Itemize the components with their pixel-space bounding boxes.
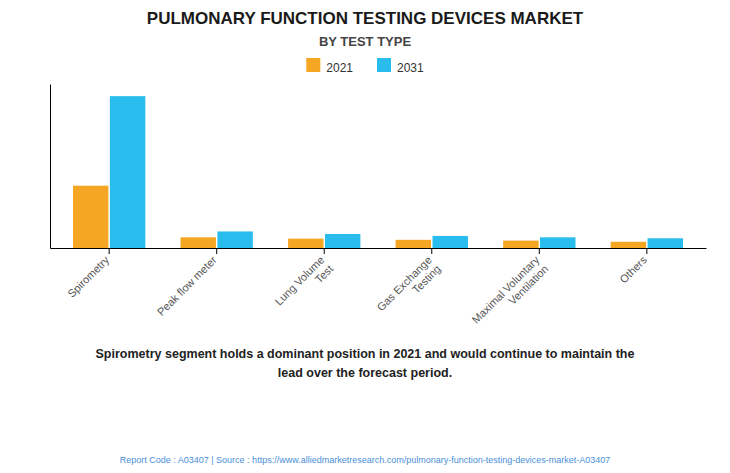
chart: PULMONARY FUNCTION TESTING DEVICES MARKE… xyxy=(0,0,730,473)
x-tick: Spirometry xyxy=(65,248,111,300)
x-tick-label: Others xyxy=(617,253,649,285)
bar xyxy=(540,237,575,248)
x-tick-label: Maximal VoluntaryVentilation xyxy=(469,253,550,334)
x-tick-mark xyxy=(539,248,540,254)
y-axis xyxy=(50,85,51,249)
x-tick-mark xyxy=(109,248,110,254)
x-tick-label: Spirometry xyxy=(65,253,111,299)
bar xyxy=(288,239,323,248)
x-axis-line xyxy=(51,248,707,249)
x-tick: Lung VolumeTest xyxy=(272,248,335,316)
plot: Spirometry Peak flow meter Lung VolumeTest… xyxy=(51,85,707,335)
legend-label: 2031 xyxy=(397,61,424,75)
y-axis-line xyxy=(50,85,51,249)
bars xyxy=(73,96,683,248)
bar xyxy=(110,96,145,248)
x-tick-mark xyxy=(431,248,432,254)
bar xyxy=(433,236,468,248)
bar xyxy=(503,241,538,248)
x-axis: Spirometry Peak flow meter Lung VolumeTest… xyxy=(51,248,707,335)
bar xyxy=(73,186,108,248)
x-tick-mark xyxy=(216,248,217,254)
title: PULMONARY FUNCTION TESTING DEVICES MARKE… xyxy=(147,9,584,28)
bar xyxy=(217,231,252,248)
subtitle: BY TEST TYPE xyxy=(319,34,412,49)
bar xyxy=(325,234,360,248)
x-tick-mark xyxy=(324,248,325,254)
bar-series xyxy=(110,96,683,248)
x-tick-label: Peak flow meter xyxy=(155,253,219,317)
x-tick: Peak flow meter xyxy=(155,248,219,318)
footer: Report Code : A03407 | Source : https://… xyxy=(120,455,611,465)
annotation: lead over the forecast period. xyxy=(278,366,452,380)
x-tick-label: Gas ExchangeTesting xyxy=(374,254,442,322)
bar xyxy=(648,238,683,248)
bar-series xyxy=(73,186,646,248)
bar xyxy=(611,242,646,248)
bar xyxy=(181,237,216,248)
x-tick-mark xyxy=(646,248,647,254)
legend-item: 2031 xyxy=(377,58,424,75)
x-tick: Others xyxy=(617,248,649,285)
legend-swatch xyxy=(306,58,320,72)
legend: 2021 2031 xyxy=(306,58,424,75)
bar xyxy=(396,240,431,248)
x-tick-label: Lung VolumeTest xyxy=(272,254,335,317)
x-tick: Gas ExchangeTesting xyxy=(374,248,442,322)
x-tick: Maximal VoluntaryVentilation xyxy=(469,248,550,335)
legend-swatch xyxy=(377,58,391,72)
annotation: Spirometry segment holds a dominant posi… xyxy=(96,347,635,361)
legend-item: 2021 xyxy=(306,58,353,75)
legend-label: 2021 xyxy=(326,61,353,75)
